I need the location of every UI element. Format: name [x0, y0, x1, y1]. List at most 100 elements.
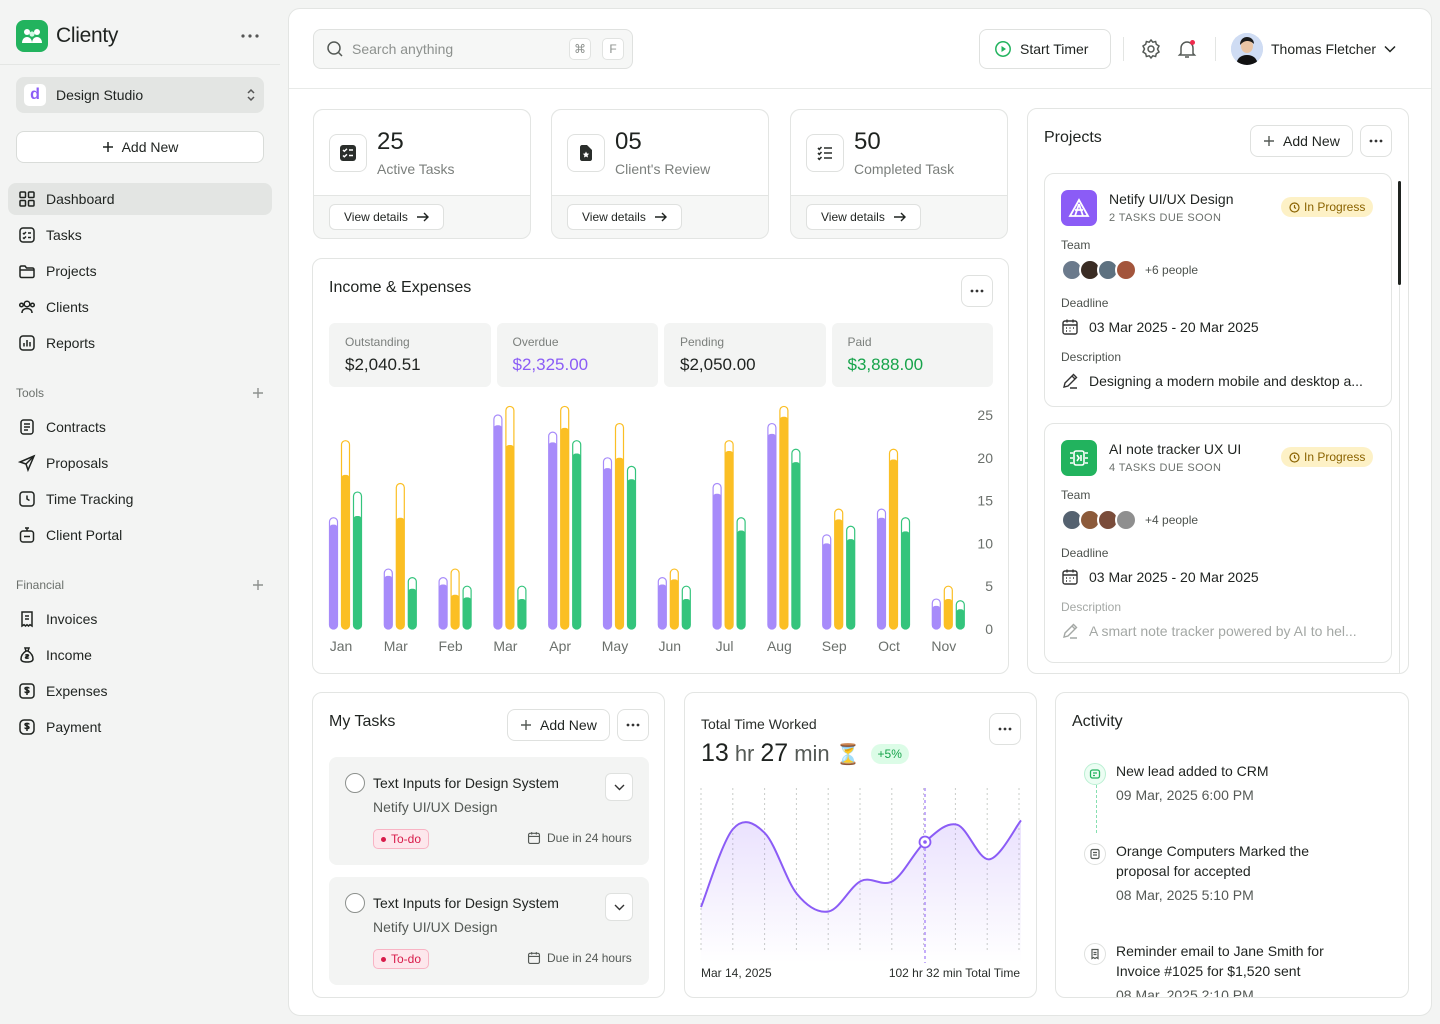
- bar[interactable]: [615, 457, 624, 629]
- bar[interactable]: [493, 425, 502, 629]
- start-timer-button[interactable]: Start Timer: [979, 29, 1111, 69]
- bar[interactable]: [548, 442, 557, 629]
- change-badge: +5%: [870, 743, 909, 764]
- kpi-overdue: Overdue $2,325.00: [496, 323, 658, 387]
- more-options-icon[interactable]: [989, 713, 1021, 745]
- task-checkbox[interactable]: [345, 773, 365, 793]
- plus-icon: [521, 720, 531, 730]
- nav-item-client-portal[interactable]: Client Portal: [8, 519, 272, 551]
- tasks-icon: [329, 134, 367, 172]
- play-circle-icon: [995, 41, 1011, 57]
- more-options-icon[interactable]: [238, 26, 262, 46]
- search-input[interactable]: [352, 41, 558, 57]
- add-task-button[interactable]: Add New: [507, 709, 610, 741]
- time-hr-unit: hr: [734, 741, 755, 766]
- kpi-label: Pending: [680, 335, 725, 349]
- nav-item-expenses[interactable]: Expenses: [8, 675, 272, 707]
- plus-icon[interactable]: [252, 387, 264, 399]
- line-series: [700, 819, 1022, 913]
- nav-item-projects[interactable]: Projects: [8, 255, 272, 287]
- more-options-icon[interactable]: [1360, 125, 1392, 157]
- bar[interactable]: [737, 530, 746, 629]
- workspace-switcher[interactable]: d Design Studio: [16, 77, 264, 113]
- bar[interactable]: [901, 531, 910, 629]
- bar[interactable]: [627, 479, 636, 629]
- scrollbar-thumb[interactable]: [1398, 181, 1401, 285]
- bar[interactable]: [341, 474, 350, 629]
- bar[interactable]: [572, 453, 581, 629]
- more-options-icon[interactable]: [961, 275, 993, 307]
- more-options-icon[interactable]: [617, 709, 649, 741]
- bar[interactable]: [767, 433, 776, 629]
- gear-icon[interactable]: [1139, 37, 1163, 61]
- app-logo[interactable]: Clienty: [16, 20, 118, 52]
- bar[interactable]: [603, 468, 612, 629]
- bar[interactable]: [682, 599, 691, 629]
- bell-icon[interactable]: [1175, 37, 1199, 61]
- bar[interactable]: [560, 427, 569, 629]
- project-card[interactable]: AI note tracker UX UI 4 TASKS DUE SOON I…: [1044, 423, 1392, 663]
- project-due: 4 TASKS DUE SOON: [1109, 462, 1222, 474]
- plus-icon: [102, 142, 113, 152]
- nav-item-dashboard[interactable]: Dashboard: [8, 183, 272, 215]
- task-item[interactable]: Text Inputs for Design System Netify UI/…: [329, 757, 649, 865]
- add-new-button[interactable]: Add New: [16, 131, 264, 163]
- bar[interactable]: [877, 517, 886, 629]
- bar[interactable]: [439, 584, 448, 629]
- bar[interactable]: [396, 517, 405, 629]
- time-mins: 27: [760, 739, 789, 767]
- bar[interactable]: [889, 459, 898, 629]
- bar[interactable]: [517, 599, 526, 629]
- bar[interactable]: [658, 584, 667, 629]
- bar[interactable]: [463, 597, 472, 629]
- plus-icon[interactable]: [252, 579, 264, 591]
- user-menu[interactable]: Thomas Fletcher: [1231, 33, 1396, 65]
- project-card[interactable]: Netify UI/UX Design 2 TASKS DUE SOON In …: [1044, 173, 1392, 407]
- task-checkbox[interactable]: [345, 893, 365, 913]
- bar[interactable]: [670, 579, 679, 629]
- bar[interactable]: [353, 516, 362, 629]
- bar[interactable]: [956, 609, 965, 629]
- team-more: +6 people: [1145, 263, 1199, 277]
- task-title: Text Inputs for Design System: [373, 895, 559, 911]
- bar[interactable]: [505, 444, 514, 629]
- my-tasks-card: My Tasks Add New Text Inputs for Design …: [312, 692, 665, 998]
- nav-item-contracts[interactable]: Contracts: [8, 411, 272, 443]
- nav-item-proposals[interactable]: Proposals: [8, 447, 272, 479]
- bar[interactable]: [451, 594, 460, 629]
- bar[interactable]: [822, 543, 831, 629]
- bar[interactable]: [329, 524, 338, 629]
- bar[interactable]: [725, 450, 734, 629]
- view-details-button[interactable]: View details: [329, 204, 444, 230]
- bar[interactable]: [944, 599, 953, 629]
- task-expand-button[interactable]: [605, 893, 633, 921]
- bar[interactable]: [779, 416, 788, 629]
- view-details-button[interactable]: View details: [567, 204, 682, 230]
- bar[interactable]: [791, 462, 800, 629]
- nav-item-clients[interactable]: Clients: [8, 291, 272, 323]
- add-task-label: Add New: [540, 717, 597, 733]
- bar[interactable]: [408, 588, 417, 629]
- bar[interactable]: [932, 605, 941, 629]
- nav-item-time-tracking[interactable]: Time Tracking: [8, 483, 272, 515]
- add-project-button[interactable]: Add New: [1250, 125, 1353, 157]
- nav-item-payment[interactable]: Payment: [8, 711, 272, 743]
- nav-item-invoices[interactable]: Invoices: [8, 603, 272, 635]
- task-item[interactable]: Text Inputs for Design System Netify UI/…: [329, 877, 649, 985]
- bar[interactable]: [834, 519, 843, 629]
- topbar: ⌘ F Start Timer Thomas Fletcher: [289, 9, 1431, 89]
- view-details-button[interactable]: View details: [806, 204, 921, 230]
- task-expand-button[interactable]: [605, 773, 633, 801]
- activity-title: Reminder email to Jane Smith for Invoice…: [1116, 943, 1324, 979]
- nav-item-tasks[interactable]: Tasks: [8, 219, 272, 251]
- chart-date: Mar 14, 2025: [701, 966, 772, 980]
- bar[interactable]: [384, 575, 393, 629]
- bar[interactable]: [713, 493, 722, 629]
- nav-label: Payment: [46, 719, 102, 735]
- workspace-badge: d: [24, 84, 46, 106]
- nav-item-reports[interactable]: Reports: [8, 327, 272, 359]
- bar[interactable]: [846, 539, 855, 629]
- task-project: Netify UI/UX Design: [373, 919, 498, 935]
- nav-item-income[interactable]: Income: [8, 639, 272, 671]
- activity-title: Orange Computers Marked the proposal for…: [1116, 843, 1309, 879]
